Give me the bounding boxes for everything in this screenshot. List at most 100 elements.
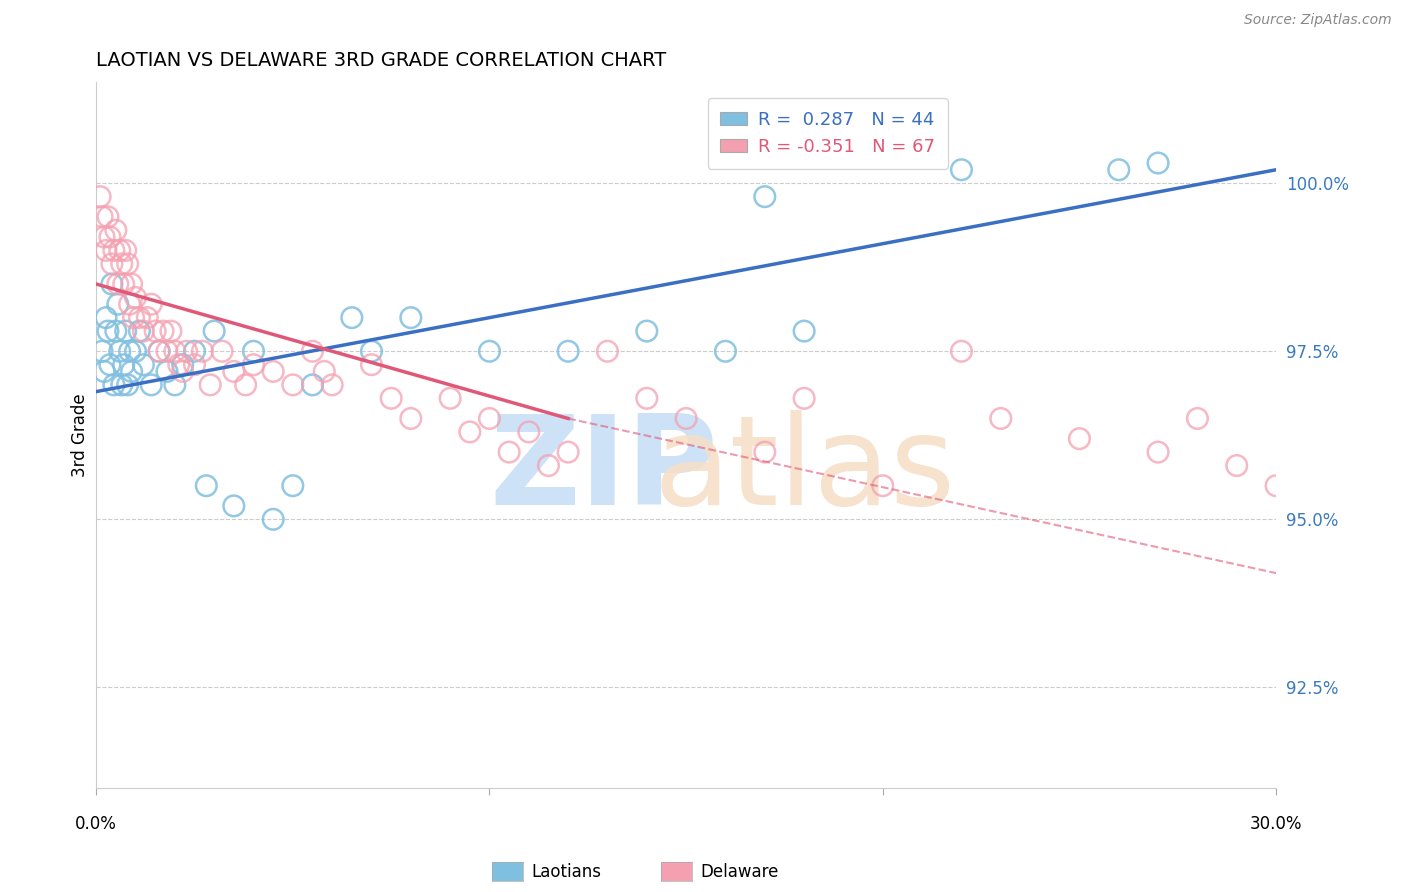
Text: 30.0%: 30.0%	[1250, 815, 1302, 833]
Point	[94, 310, 117, 325]
Point	[314, 364, 336, 378]
Point	[1147, 445, 1170, 459]
Point	[321, 377, 343, 392]
Point	[281, 479, 304, 493]
Text: Source: ZipAtlas.com: Source: ZipAtlas.com	[1244, 13, 1392, 28]
Point	[200, 377, 222, 392]
Point	[112, 277, 135, 291]
Point	[458, 425, 481, 439]
Point	[340, 310, 363, 325]
Point	[517, 425, 540, 439]
Point	[557, 344, 579, 359]
Point	[675, 411, 697, 425]
Point	[148, 344, 170, 359]
Point	[93, 364, 115, 378]
Point	[222, 499, 245, 513]
Point	[122, 310, 145, 325]
Point	[242, 344, 264, 359]
Point	[97, 324, 120, 338]
Point	[104, 324, 127, 338]
Point	[156, 364, 179, 378]
Point	[202, 324, 225, 338]
Point	[754, 189, 776, 203]
Point	[301, 344, 323, 359]
Text: 0.0%: 0.0%	[76, 815, 117, 833]
Point	[156, 344, 179, 359]
Point	[242, 358, 264, 372]
Point	[108, 244, 131, 258]
Point	[191, 344, 214, 359]
Point	[172, 364, 194, 378]
Point	[128, 310, 150, 325]
Point	[141, 377, 163, 392]
Point	[124, 344, 146, 359]
Point	[91, 344, 114, 359]
Point	[950, 162, 973, 177]
Point	[262, 364, 284, 378]
Point	[98, 358, 121, 372]
Point	[97, 210, 120, 224]
Point	[160, 324, 183, 338]
Point	[636, 392, 658, 406]
Point	[1108, 162, 1130, 177]
Point	[360, 344, 382, 359]
Point	[132, 324, 155, 338]
Point	[89, 189, 111, 203]
Point	[118, 344, 141, 359]
Point	[121, 277, 143, 291]
Point	[108, 344, 131, 359]
Point	[148, 344, 170, 359]
Point	[143, 324, 166, 338]
Y-axis label: 3rd Grade: 3rd Grade	[72, 393, 89, 477]
Point	[121, 364, 143, 378]
Point	[118, 297, 141, 311]
Point	[301, 377, 323, 392]
Point	[104, 223, 127, 237]
Point	[872, 479, 894, 493]
Point	[537, 458, 560, 473]
Point	[176, 344, 198, 359]
Point	[950, 344, 973, 359]
Point	[128, 324, 150, 338]
Point	[117, 257, 139, 271]
Point	[990, 411, 1012, 425]
Point	[167, 358, 190, 372]
Point	[117, 377, 139, 392]
Point	[107, 297, 129, 311]
Point	[91, 210, 114, 224]
Point	[103, 244, 125, 258]
Point	[183, 344, 205, 359]
Point	[557, 445, 579, 459]
Point	[281, 377, 304, 392]
Text: LAOTIAN VS DELAWARE 3RD GRADE CORRELATION CHART: LAOTIAN VS DELAWARE 3RD GRADE CORRELATIO…	[96, 51, 666, 70]
Point	[163, 377, 186, 392]
Point	[262, 512, 284, 526]
Point	[211, 344, 233, 359]
Point	[111, 257, 134, 271]
Point	[478, 344, 501, 359]
Point	[94, 244, 117, 258]
Point	[1069, 432, 1091, 446]
Point	[112, 358, 135, 372]
Point	[478, 411, 501, 425]
Point	[107, 277, 129, 291]
Point	[114, 324, 136, 338]
Point	[101, 277, 124, 291]
Point	[498, 445, 520, 459]
Point	[1147, 156, 1170, 170]
Point	[399, 310, 422, 325]
Point	[101, 257, 124, 271]
Point	[152, 324, 174, 338]
Point	[1265, 479, 1288, 493]
Point	[636, 324, 658, 338]
Point	[124, 290, 146, 304]
Point	[1187, 411, 1209, 425]
Text: Laotians: Laotians	[531, 863, 602, 881]
Point	[596, 344, 619, 359]
Point	[439, 392, 461, 406]
Point	[103, 377, 125, 392]
Text: atlas: atlas	[652, 410, 955, 531]
Point	[172, 358, 194, 372]
Point	[222, 364, 245, 378]
Point	[1226, 458, 1249, 473]
